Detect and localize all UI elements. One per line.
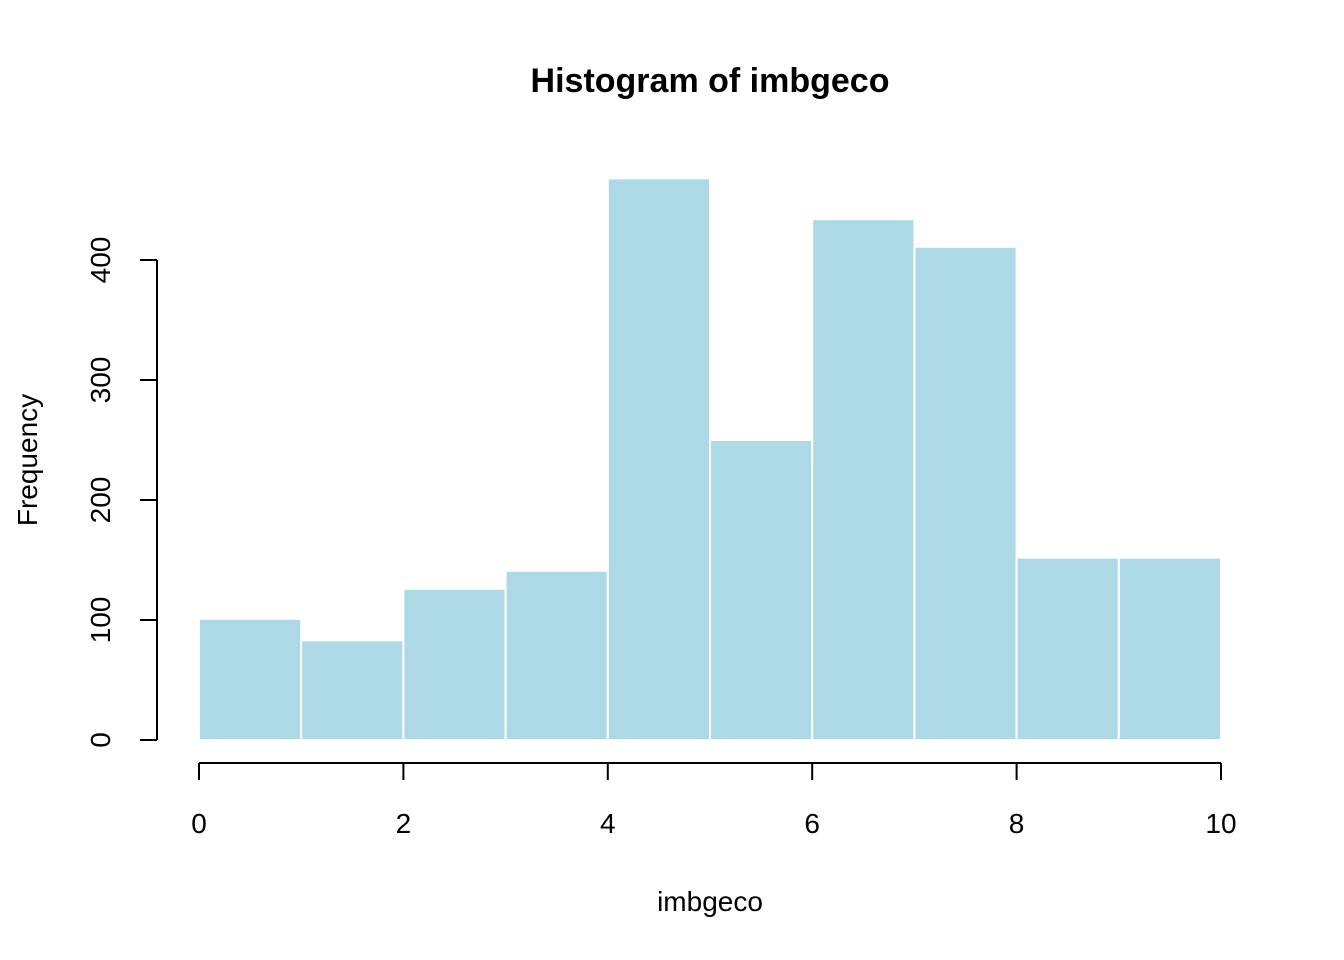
y-axis-label: Frequency bbox=[12, 394, 43, 526]
histogram-bar bbox=[1117, 556, 1223, 741]
y-tick-label: 0 bbox=[85, 732, 116, 748]
histogram-bar bbox=[811, 218, 916, 741]
histogram-bar bbox=[402, 587, 507, 741]
y-tick-label: 300 bbox=[85, 357, 116, 404]
histogram-bar bbox=[1015, 556, 1120, 741]
histogram-bar bbox=[709, 439, 814, 741]
x-axis-label: imbgeco bbox=[657, 886, 763, 917]
x-tick-label: 8 bbox=[1009, 808, 1025, 839]
x-tick-label: 2 bbox=[396, 808, 412, 839]
y-tick-label: 400 bbox=[85, 237, 116, 284]
x-tick-label: 10 bbox=[1205, 808, 1236, 839]
x-axis: 0 2 4 6 8 10 bbox=[191, 762, 1237, 839]
histogram-bar bbox=[913, 245, 1018, 742]
chart-title: Histogram of imbgeco bbox=[531, 62, 890, 100]
histogram-bars bbox=[198, 177, 1223, 742]
histogram-bar bbox=[504, 569, 609, 741]
x-tick-label: 0 bbox=[191, 808, 207, 839]
y-tick-label: 100 bbox=[85, 597, 116, 644]
histogram-bar bbox=[198, 617, 303, 741]
y-axis: 0 100 200 300 400 bbox=[85, 237, 158, 748]
y-tick-label: 200 bbox=[85, 477, 116, 524]
x-tick-label: 6 bbox=[804, 808, 820, 839]
histogram-bar bbox=[606, 177, 711, 741]
x-tick-label: 4 bbox=[600, 808, 616, 839]
histogram-bar bbox=[300, 639, 405, 742]
